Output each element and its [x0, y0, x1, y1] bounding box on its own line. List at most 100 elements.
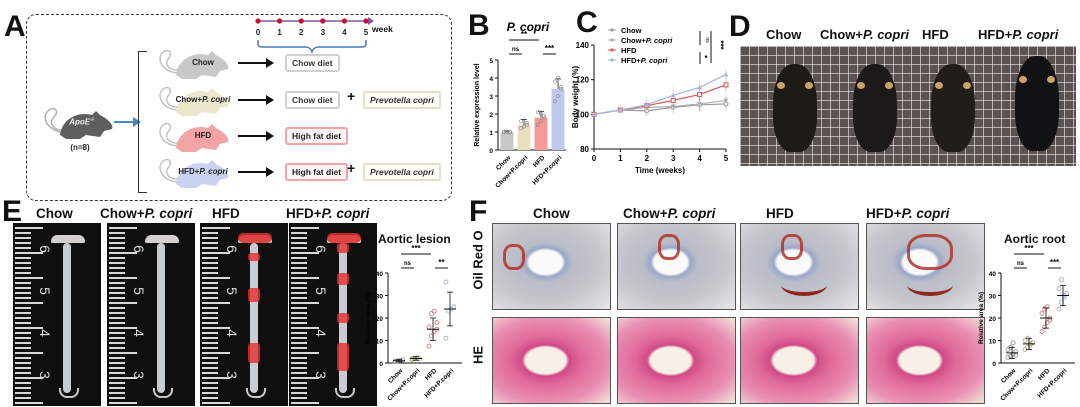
marker-triangle-up [697, 84, 703, 90]
ruler-tick [291, 272, 307, 274]
data-point [1064, 290, 1070, 296]
lesion-stain [337, 343, 349, 371]
y-tick-label: 140 [576, 41, 590, 50]
mouse-photo [853, 64, 897, 152]
ruler-tick [291, 322, 307, 324]
lesion-stain [248, 343, 260, 363]
marker-triangle-up [591, 111, 597, 117]
ruler-tick [291, 337, 307, 339]
ruler-tick [15, 287, 31, 289]
ruler-tick [15, 372, 31, 374]
ruler-tick [291, 372, 307, 374]
ruler-tick [291, 297, 307, 299]
y-tick-label: 40 [989, 271, 997, 278]
x-category-label: HFD [532, 154, 547, 169]
apoe-superscript: -/- [90, 117, 95, 123]
x-category-label: HFD [1037, 367, 1052, 382]
ruler-tick [202, 357, 218, 359]
aorta-bifurcation [335, 388, 355, 398]
y-axis-label: Relative expression level [474, 63, 481, 146]
ruler-tick [109, 372, 125, 374]
ruler-tick [109, 267, 125, 269]
group-title-italic: P. copri [144, 206, 193, 221]
ruler-tick [15, 347, 31, 349]
mouse-icon [159, 122, 229, 152]
lipid-stain [907, 274, 953, 296]
y-tick-label: 20 [376, 316, 384, 323]
data-point [443, 279, 449, 285]
data-point [539, 112, 543, 116]
ruler-tick [15, 327, 43, 329]
ruler-tick [291, 277, 319, 279]
ruler-tick [109, 247, 125, 249]
ruler-tick [15, 242, 31, 244]
lesion-stain [337, 273, 349, 285]
diet-box: High fat diet [285, 127, 349, 145]
ruler-number: 4 [36, 329, 53, 337]
arrow-icon [238, 131, 274, 141]
ruler-tick [202, 317, 218, 319]
ruler-tick [202, 267, 218, 269]
aorta-bifurcation [59, 388, 79, 398]
ruler-tick [15, 337, 31, 339]
significance-label: * [704, 54, 708, 63]
ruler-tick [202, 262, 218, 264]
ruler-tick [109, 402, 137, 404]
he-image [740, 317, 859, 404]
ruler-tick [202, 347, 218, 349]
data-point [1056, 286, 1062, 292]
ruler-tick [291, 382, 307, 384]
ruler-tick [109, 377, 137, 379]
timeline-dot [255, 18, 261, 24]
bar [551, 88, 565, 150]
ruler-tick [15, 387, 31, 389]
ruler-tick [15, 302, 43, 304]
y-tick-label: 30 [989, 294, 997, 301]
ruler-tick [15, 392, 31, 394]
ruler-tick [109, 382, 125, 384]
ruler-number: 6 [223, 245, 240, 253]
ruler-tick [109, 297, 125, 299]
ruler-number: 5 [312, 287, 329, 295]
group-title-main: HFD+ [866, 206, 902, 221]
ruler-tick [291, 362, 307, 364]
ruler-tick [202, 247, 218, 249]
oil-red-o-image [617, 223, 736, 310]
ruler-tick [109, 357, 125, 359]
data-point [1039, 311, 1045, 316]
mouse-body [176, 88, 229, 116]
ruler-tick [202, 342, 218, 344]
ruler-tick [291, 267, 307, 269]
ruler-tick [109, 262, 125, 264]
ruler-tick [109, 257, 125, 259]
ruler-tick [202, 372, 218, 374]
ruler-tick [15, 292, 31, 294]
ruler-tick [202, 292, 218, 294]
x-axis-label: Time (weeks) [635, 166, 685, 175]
ruler-tick [15, 252, 43, 254]
ruler-tick [202, 237, 218, 239]
ruler-tick [291, 367, 307, 369]
ruler-tick [109, 287, 125, 289]
data-point [429, 333, 435, 339]
data-point [1044, 304, 1050, 310]
row-label-oil-red-o: Oil Red O [470, 230, 486, 290]
ruler-number: 3 [223, 371, 240, 379]
ruler-tick [15, 332, 31, 334]
y-tick-label: 0 [379, 361, 383, 368]
apoe-mouse-icon [44, 107, 113, 139]
diet-box: Chow diet [285, 54, 340, 72]
data-point [1010, 340, 1016, 346]
lipid-stain [781, 274, 827, 296]
histology-group-title: HFD [766, 206, 794, 221]
data-point [519, 126, 523, 131]
ruler-tick [202, 322, 218, 324]
timeline-tick-label: 2 [299, 28, 304, 37]
ruler-tick [15, 257, 31, 259]
ruler-tick [202, 227, 230, 229]
ruler-tick [291, 402, 319, 404]
marker-triangle-up [723, 71, 729, 77]
ruler-tick [291, 332, 307, 334]
chart-c-body-weight: 80 100 120 140 0 1 2 3 4 5 Time (weeks) Body weight… [572, 26, 729, 175]
